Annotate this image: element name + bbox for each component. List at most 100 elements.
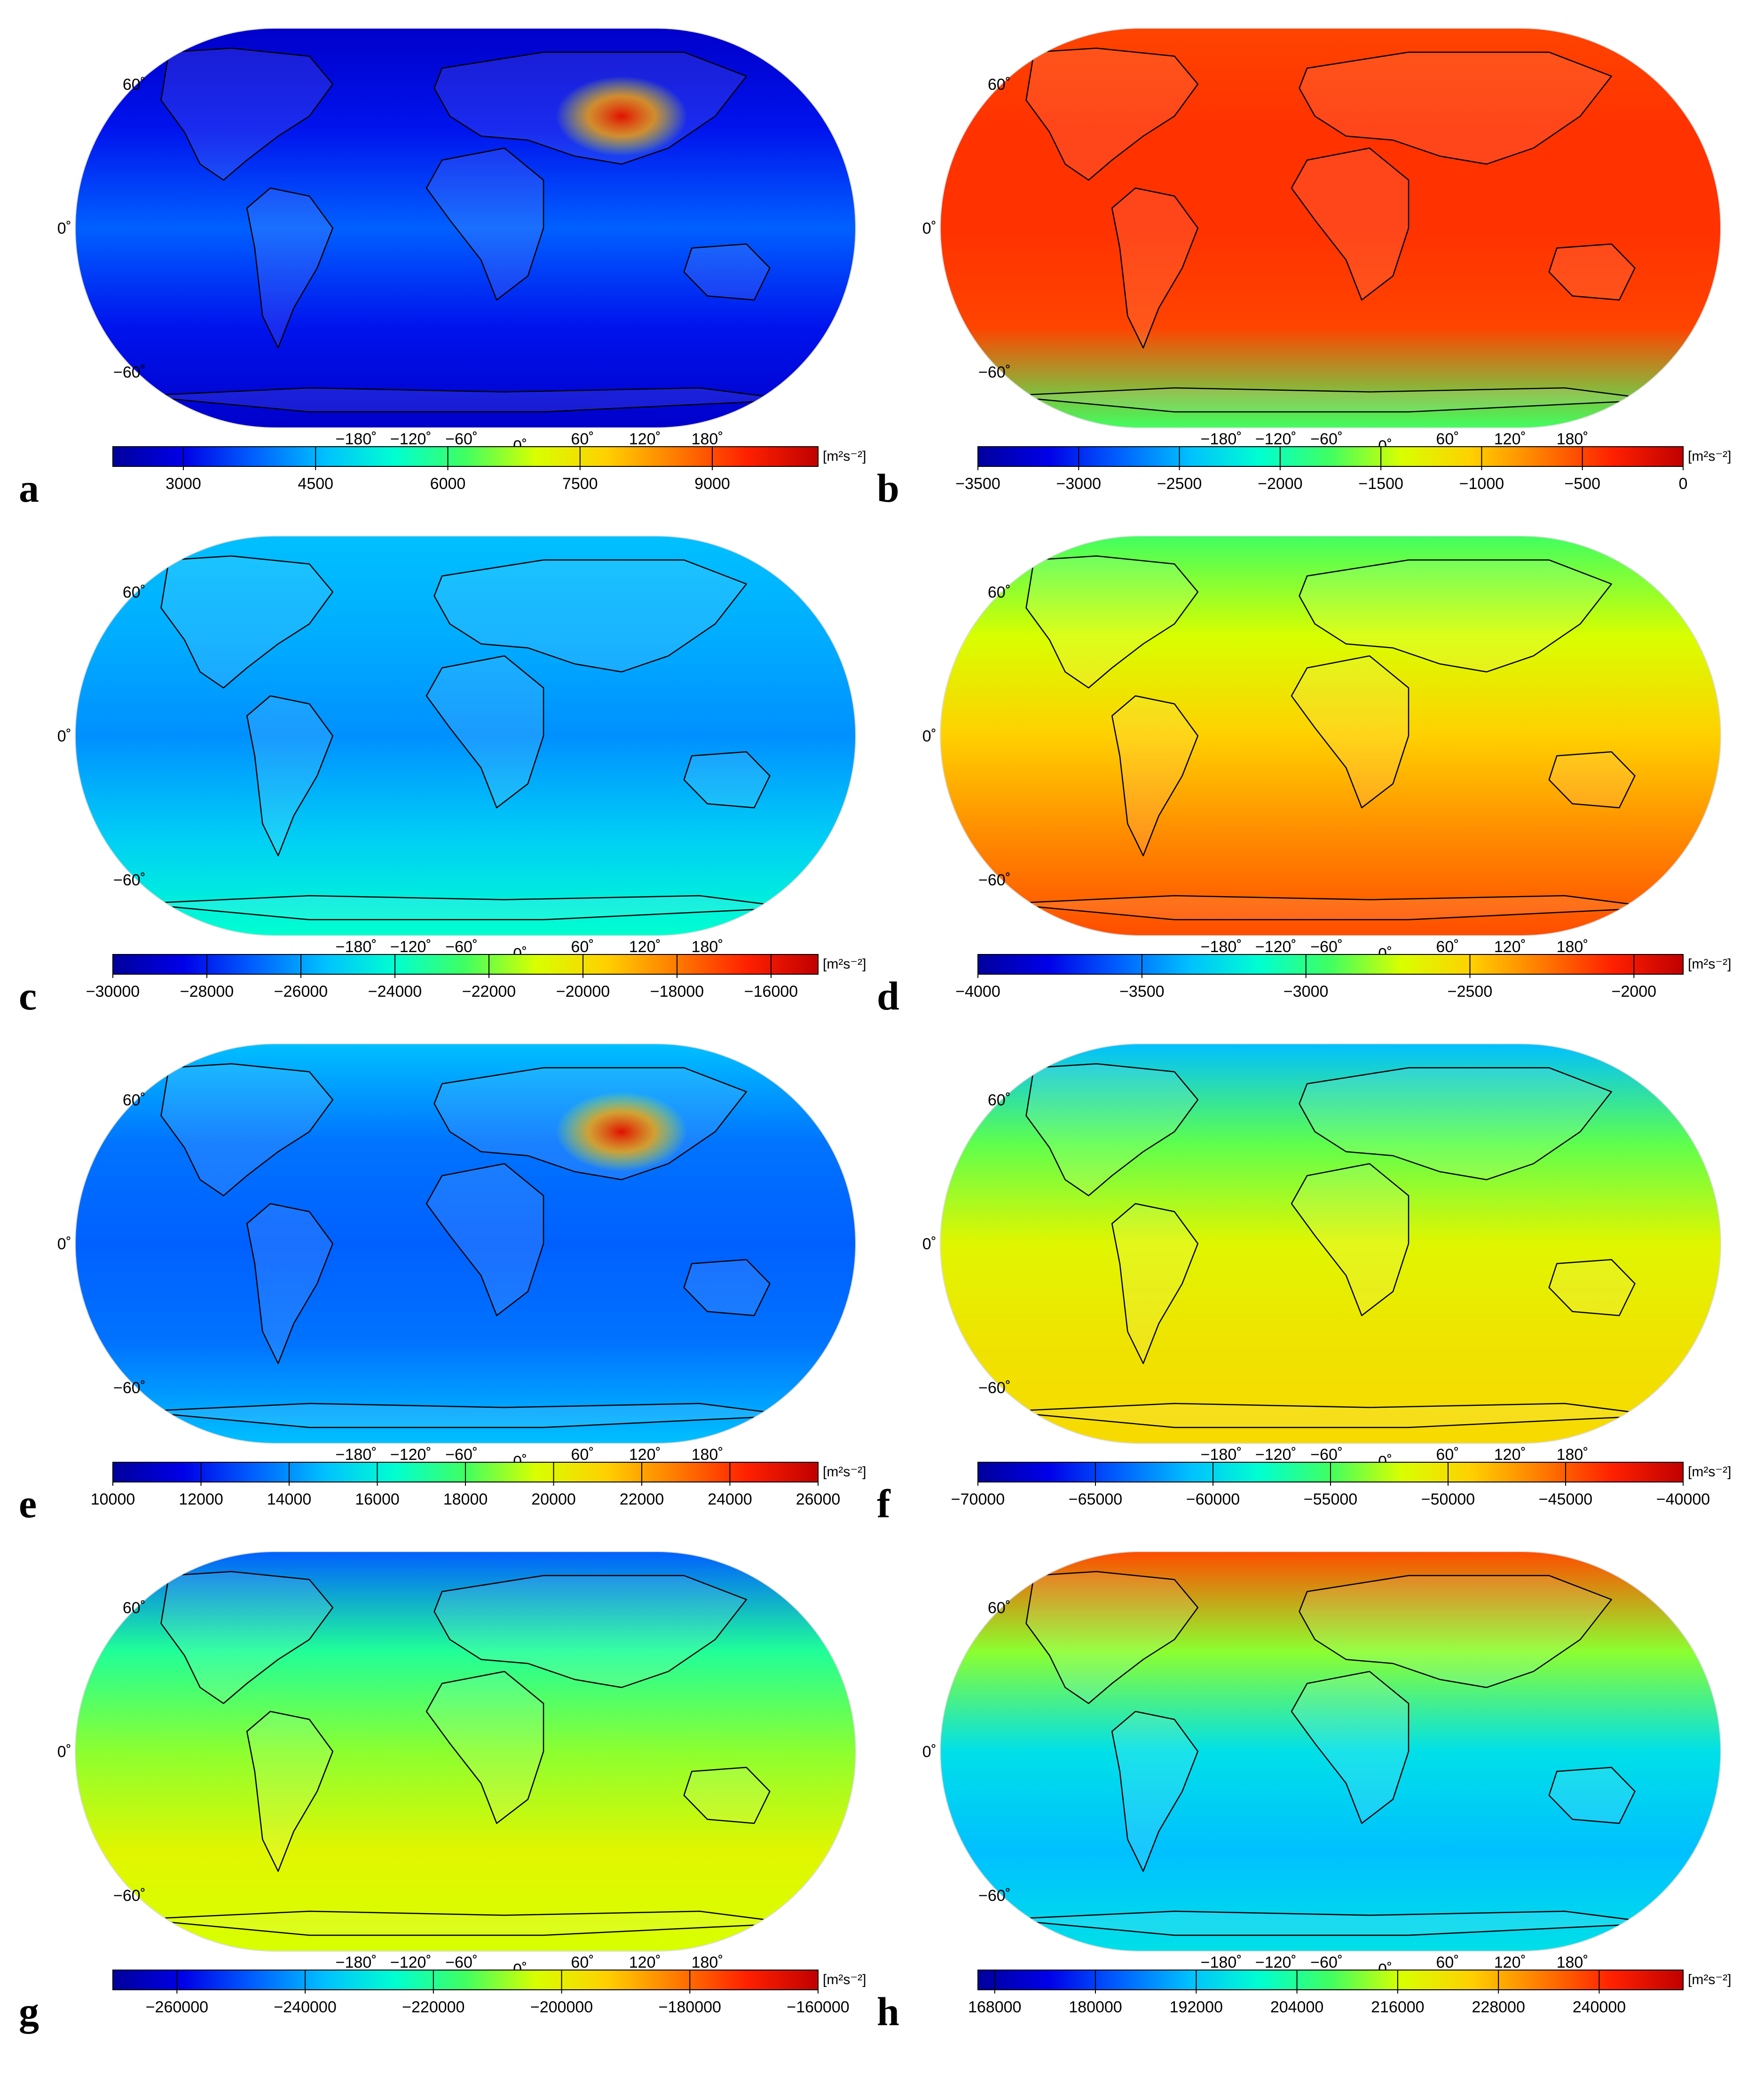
lon-label: 180˚ [1557,1954,1589,1971]
lon-label: 180˚ [692,1954,724,1971]
colorbar-tick-label: −55000 [1304,1490,1357,1508]
lat-label: −60˚ [113,871,146,889]
lon-label: 120˚ [1494,430,1526,448]
colorbar-tick-label: 0 [1679,475,1688,493]
lat-label: 60˚ [988,76,1011,94]
colorbar-tick-label: −24000 [368,983,422,1001]
colorbar-tick-label: −500 [1564,475,1600,493]
colorbar-tick-label: −160000 [787,1998,849,2016]
colorbar-unit: [m²s⁻²] [823,1464,866,1480]
colorbar [112,954,819,975]
colorbar-tick-label: 24000 [708,1490,752,1508]
lon-label: 60˚ [571,1954,594,1971]
coastline [1291,147,1410,301]
colorbar-tick-label: −20000 [556,983,610,1001]
lat-label: 0˚ [57,220,71,237]
field-maximum [556,76,687,156]
lon-label: 60˚ [571,1446,594,1464]
colorbar-tick-label: −1000 [1459,475,1504,493]
coastline [1291,655,1410,809]
lon-label: −180˚ [336,1446,377,1464]
colorbar-tick-label: −3500 [955,475,1000,493]
lon-label: 180˚ [1557,430,1589,448]
lat-label: 60˚ [123,1599,146,1617]
colorbar-tick-label: 180000 [1069,1998,1122,2016]
coastline [433,1575,747,1688]
coastline [1299,1067,1612,1181]
colorbar-tick-label: 168000 [968,1998,1021,2016]
lat-label: 60˚ [123,76,146,94]
coastline [1299,559,1612,673]
coastline [683,1766,771,1824]
colorbar-unit: [m²s⁻²] [1688,956,1731,972]
coastline [1002,1403,1659,1428]
lon-label: −120˚ [390,1446,432,1464]
lon-label: −60˚ [445,430,478,448]
panel-label-f: f [877,1481,890,1526]
lat-label: −60˚ [113,1887,146,1905]
lon-label: −60˚ [1310,430,1343,448]
colorbar-tick-label: 216000 [1371,1998,1424,2016]
coastline [246,187,334,349]
panel-label-g: g [19,1989,39,2034]
coastline [1111,187,1199,349]
lon-label: −120˚ [1255,938,1297,956]
lon-label: −180˚ [336,430,377,448]
coastline [425,655,544,809]
panel-f: 60˚0˚−60˚−180˚−120˚−60˚0˚60˚120˚180˚[m²s… [893,1034,1740,1523]
lon-label: −60˚ [445,938,478,956]
map-field [940,28,1721,428]
panel-e: 60˚0˚−60˚−180˚−120˚−60˚0˚60˚120˚180˚[m²s… [28,1034,874,1523]
lat-label: 60˚ [123,1091,146,1109]
lat-label: −60˚ [978,1379,1011,1397]
coastline [1299,51,1612,165]
lat-label: 0˚ [922,727,937,745]
colorbar [112,1970,819,1990]
colorbar-tick-label: 228000 [1472,1998,1525,2016]
coastline [1025,1063,1199,1197]
colorbar-unit: [m²s⁻²] [1688,1972,1731,1987]
lat-label: −60˚ [978,871,1011,889]
colorbar [977,1970,1684,1990]
lon-label: −60˚ [1310,938,1343,956]
lat-label: 0˚ [57,727,71,745]
coastline [683,751,771,809]
lon-label: 180˚ [692,430,724,448]
coastline [1291,1163,1410,1316]
lon-label: −60˚ [445,1954,478,1971]
colorbar-tick-label: 16000 [355,1490,400,1508]
colorbar [112,446,819,467]
lon-label: −180˚ [1201,938,1242,956]
lon-label: 120˚ [629,430,661,448]
colorbar-unit: [m²s⁻²] [1688,1464,1731,1480]
map-field [940,1552,1721,1951]
lat-label: −60˚ [113,1379,146,1397]
colorbar-tick-label: −220000 [402,1998,465,2016]
lat-label: −60˚ [113,363,146,381]
coastline [160,1571,334,1704]
colorbar-tick-label: 20000 [531,1490,576,1508]
lat-label: 0˚ [57,1743,71,1761]
lon-label: 180˚ [692,1446,724,1464]
colorbar-tick-label: −22000 [462,983,516,1001]
colorbar-tick-label: 6000 [430,475,466,493]
colorbar [977,446,1684,467]
colorbar-tick-label: 240000 [1573,1998,1626,2016]
coastline [1025,47,1199,181]
lon-label: −180˚ [1201,1954,1242,1971]
coastline [683,1259,771,1316]
panel-h: 60˚0˚−60˚−180˚−120˚−60˚0˚60˚120˚180˚[m²s… [893,1542,1740,2031]
colorbar-tick-label: −260000 [146,1998,208,2016]
colorbar-tick-label: −2500 [1448,983,1493,1001]
lon-label: 60˚ [571,430,594,448]
lon-label: −180˚ [1201,430,1242,448]
coastline [433,559,747,673]
lon-label: 60˚ [1436,938,1459,956]
lon-label: −180˚ [336,938,377,956]
colorbar-tick-label: −3000 [1284,983,1329,1001]
lat-label: 60˚ [988,583,1011,601]
lon-label: 120˚ [629,1446,661,1464]
panel-label-b: b [877,465,899,511]
lon-label: 180˚ [1557,938,1589,956]
colorbar-tick-label: −4000 [955,983,1000,1001]
